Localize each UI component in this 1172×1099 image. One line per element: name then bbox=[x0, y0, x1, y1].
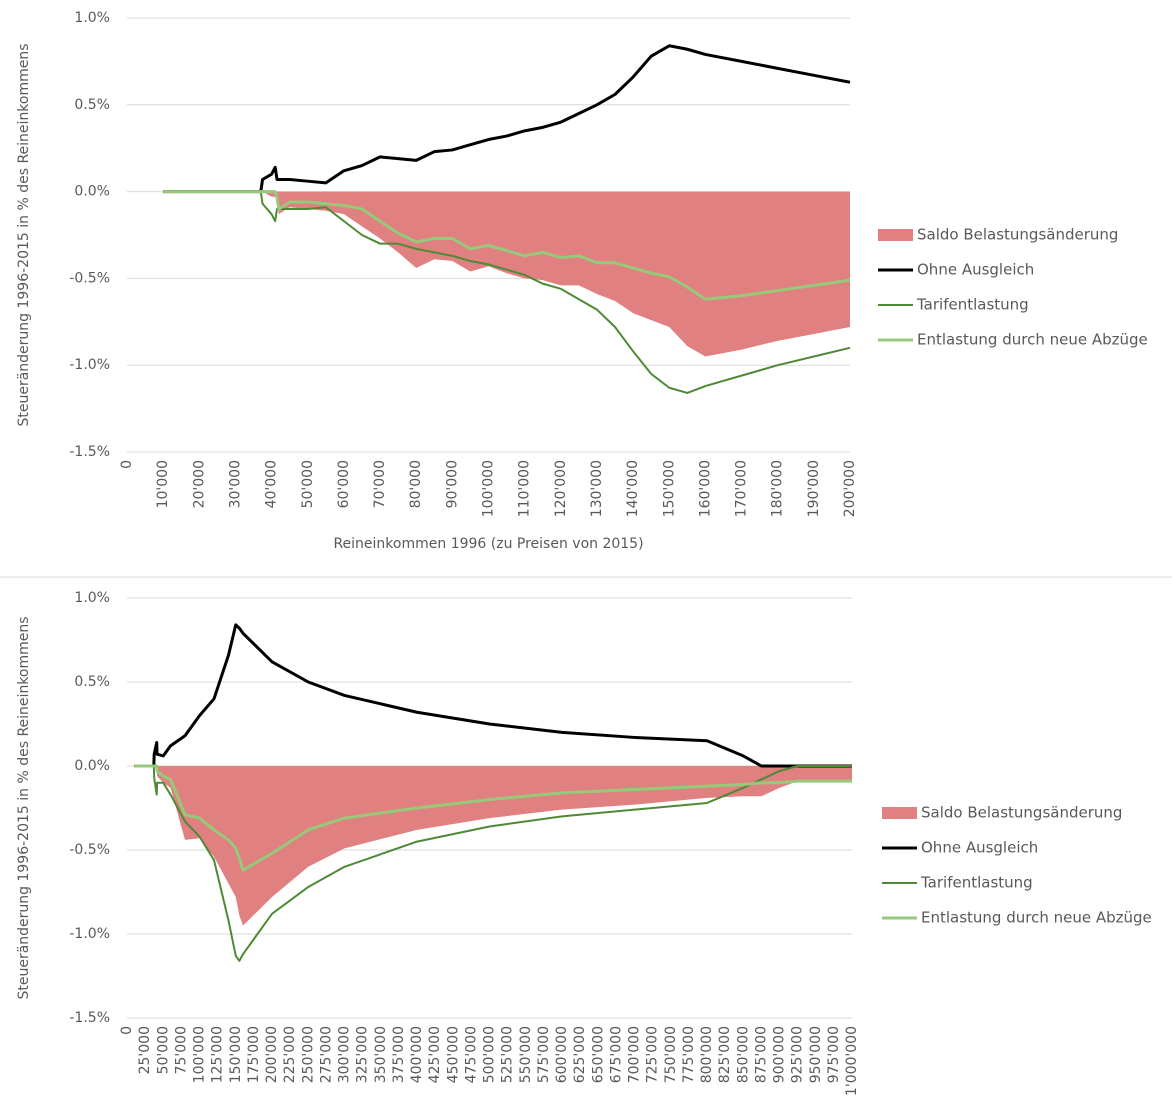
x-tick-label: 575'000 bbox=[536, 1026, 552, 1083]
y-tick-label: 1.0% bbox=[74, 590, 110, 606]
legend-label: Tarifentlastung bbox=[916, 296, 1029, 314]
x-tick-label: 80'000 bbox=[408, 460, 424, 508]
y-tick-label: 0.0% bbox=[74, 184, 110, 200]
area bbox=[134, 766, 852, 926]
legend-swatch bbox=[882, 807, 917, 819]
y-tick-label: 0.5% bbox=[74, 674, 110, 690]
legend-label: Ohne Ausgleich bbox=[917, 261, 1034, 279]
x-tick-label: 250'000 bbox=[300, 1026, 316, 1083]
x-tick-label: 25'000 bbox=[137, 1026, 153, 1074]
x-tick-label: 475'000 bbox=[463, 1026, 479, 1083]
x-tick-label: 650'000 bbox=[590, 1026, 606, 1083]
line bbox=[134, 765, 852, 962]
x-tick-label: 525'000 bbox=[500, 1026, 516, 1083]
x-tick-label: 550'000 bbox=[518, 1026, 534, 1083]
x-tick-label: 775'000 bbox=[681, 1026, 697, 1083]
x-tick-label: 1'000'000 bbox=[844, 1026, 860, 1096]
y-tick-label: -0.5% bbox=[69, 842, 110, 858]
x-tick-label: 625'000 bbox=[572, 1026, 588, 1083]
x-tick-label: 10'000 bbox=[155, 460, 171, 508]
x-tick-label: 0 bbox=[119, 1026, 135, 1035]
x-tick-label: 850'000 bbox=[735, 1026, 751, 1083]
x-tick-label: 150'000 bbox=[228, 1026, 244, 1083]
x-tick-label: 170'000 bbox=[734, 460, 750, 517]
x-tick-label: 700'000 bbox=[627, 1026, 643, 1083]
x-tick-label: 190'000 bbox=[806, 460, 822, 517]
x-tick-label: 110'000 bbox=[517, 460, 533, 517]
x-tick-label: 175'000 bbox=[246, 1026, 262, 1083]
x-tick-label: 400'000 bbox=[409, 1026, 425, 1083]
x-tick-label: 20'000 bbox=[191, 460, 207, 508]
x-tick-label: 825'000 bbox=[717, 1026, 733, 1083]
y-tick-label: -1.0% bbox=[69, 357, 110, 373]
x-tick-label: 120'000 bbox=[553, 460, 569, 517]
x-axis-title: Reineinkommen 1996 (zu Preisen von 2015) bbox=[333, 536, 643, 552]
y-tick-label: 1.0% bbox=[74, 10, 110, 26]
legend-label: Saldo Belastungsänderung bbox=[921, 804, 1122, 822]
x-tick-label: 900'000 bbox=[772, 1026, 788, 1083]
y-tick-label: 0.5% bbox=[74, 97, 110, 113]
line bbox=[163, 190, 851, 301]
x-tick-label: 375'000 bbox=[391, 1026, 407, 1083]
x-tick-label: 50'000 bbox=[300, 460, 316, 508]
x-tick-label: 150'000 bbox=[661, 460, 677, 517]
x-tick-label: 180'000 bbox=[770, 460, 786, 517]
x-tick-label: 500'000 bbox=[482, 1026, 498, 1083]
legend-label: Entlastung durch neue Abzüge bbox=[917, 331, 1148, 349]
x-tick-label: 125'000 bbox=[210, 1026, 226, 1083]
y-tick-label: -1.5% bbox=[69, 1010, 110, 1026]
x-tick-label: 950'000 bbox=[808, 1026, 824, 1083]
x-tick-label: 100'000 bbox=[481, 460, 497, 517]
y-axis-title: Steueränderung 1996-2015 in % des Reinei… bbox=[16, 616, 32, 999]
y-tick-label: 0.0% bbox=[74, 758, 110, 774]
legend-label: Tarifentlastung bbox=[920, 874, 1033, 892]
line bbox=[134, 764, 852, 872]
x-tick-label: 425'000 bbox=[427, 1026, 443, 1083]
legend-swatch bbox=[878, 229, 913, 241]
x-tick-label: 325'000 bbox=[355, 1026, 371, 1083]
x-tick-label: 50'000 bbox=[155, 1026, 171, 1074]
x-tick-label: 800'000 bbox=[699, 1026, 715, 1083]
x-tick-label: 750'000 bbox=[663, 1026, 679, 1083]
x-tick-label: 350'000 bbox=[373, 1026, 389, 1083]
y-tick-label: -0.5% bbox=[69, 270, 110, 286]
y-tick-label: -1.5% bbox=[69, 444, 110, 460]
x-tick-label: 130'000 bbox=[589, 460, 605, 517]
x-tick-label: 100'000 bbox=[192, 1026, 208, 1083]
x-tick-label: 140'000 bbox=[625, 460, 641, 517]
x-tick-label: 675'000 bbox=[608, 1026, 624, 1083]
legend-label: Entlastung durch neue Abzüge bbox=[921, 909, 1152, 927]
line bbox=[134, 623, 852, 768]
x-tick-label: 225'000 bbox=[282, 1026, 298, 1083]
x-tick-label: 275'000 bbox=[318, 1026, 334, 1083]
x-tick-label: 600'000 bbox=[554, 1026, 570, 1083]
area bbox=[163, 191, 850, 357]
x-tick-label: 200'000 bbox=[264, 1026, 280, 1083]
x-tick-label: 70'000 bbox=[372, 460, 388, 508]
x-tick-label: 875'000 bbox=[753, 1026, 769, 1083]
y-tick-label: -1.0% bbox=[69, 926, 110, 942]
x-tick-label: 0 bbox=[119, 460, 135, 469]
x-tick-label: 975'000 bbox=[826, 1026, 842, 1083]
x-tick-label: 725'000 bbox=[645, 1026, 661, 1083]
x-tick-label: 30'000 bbox=[227, 460, 243, 508]
x-tick-label: 300'000 bbox=[337, 1026, 353, 1083]
x-tick-label: 40'000 bbox=[264, 460, 280, 508]
legend-label: Saldo Belastungsänderung bbox=[917, 226, 1118, 244]
x-tick-label: 450'000 bbox=[445, 1026, 461, 1083]
x-tick-label: 925'000 bbox=[790, 1026, 806, 1083]
x-tick-label: 200'000 bbox=[842, 460, 858, 517]
x-tick-label: 60'000 bbox=[336, 460, 352, 508]
legend-label: Ohne Ausgleich bbox=[921, 839, 1038, 857]
line bbox=[163, 44, 851, 194]
x-tick-label: 160'000 bbox=[697, 460, 713, 517]
y-axis-title: Steueränderung 1996-2015 in % des Reinei… bbox=[16, 43, 32, 426]
x-tick-label: 90'000 bbox=[444, 460, 460, 508]
x-tick-label: 75'000 bbox=[173, 1026, 189, 1074]
